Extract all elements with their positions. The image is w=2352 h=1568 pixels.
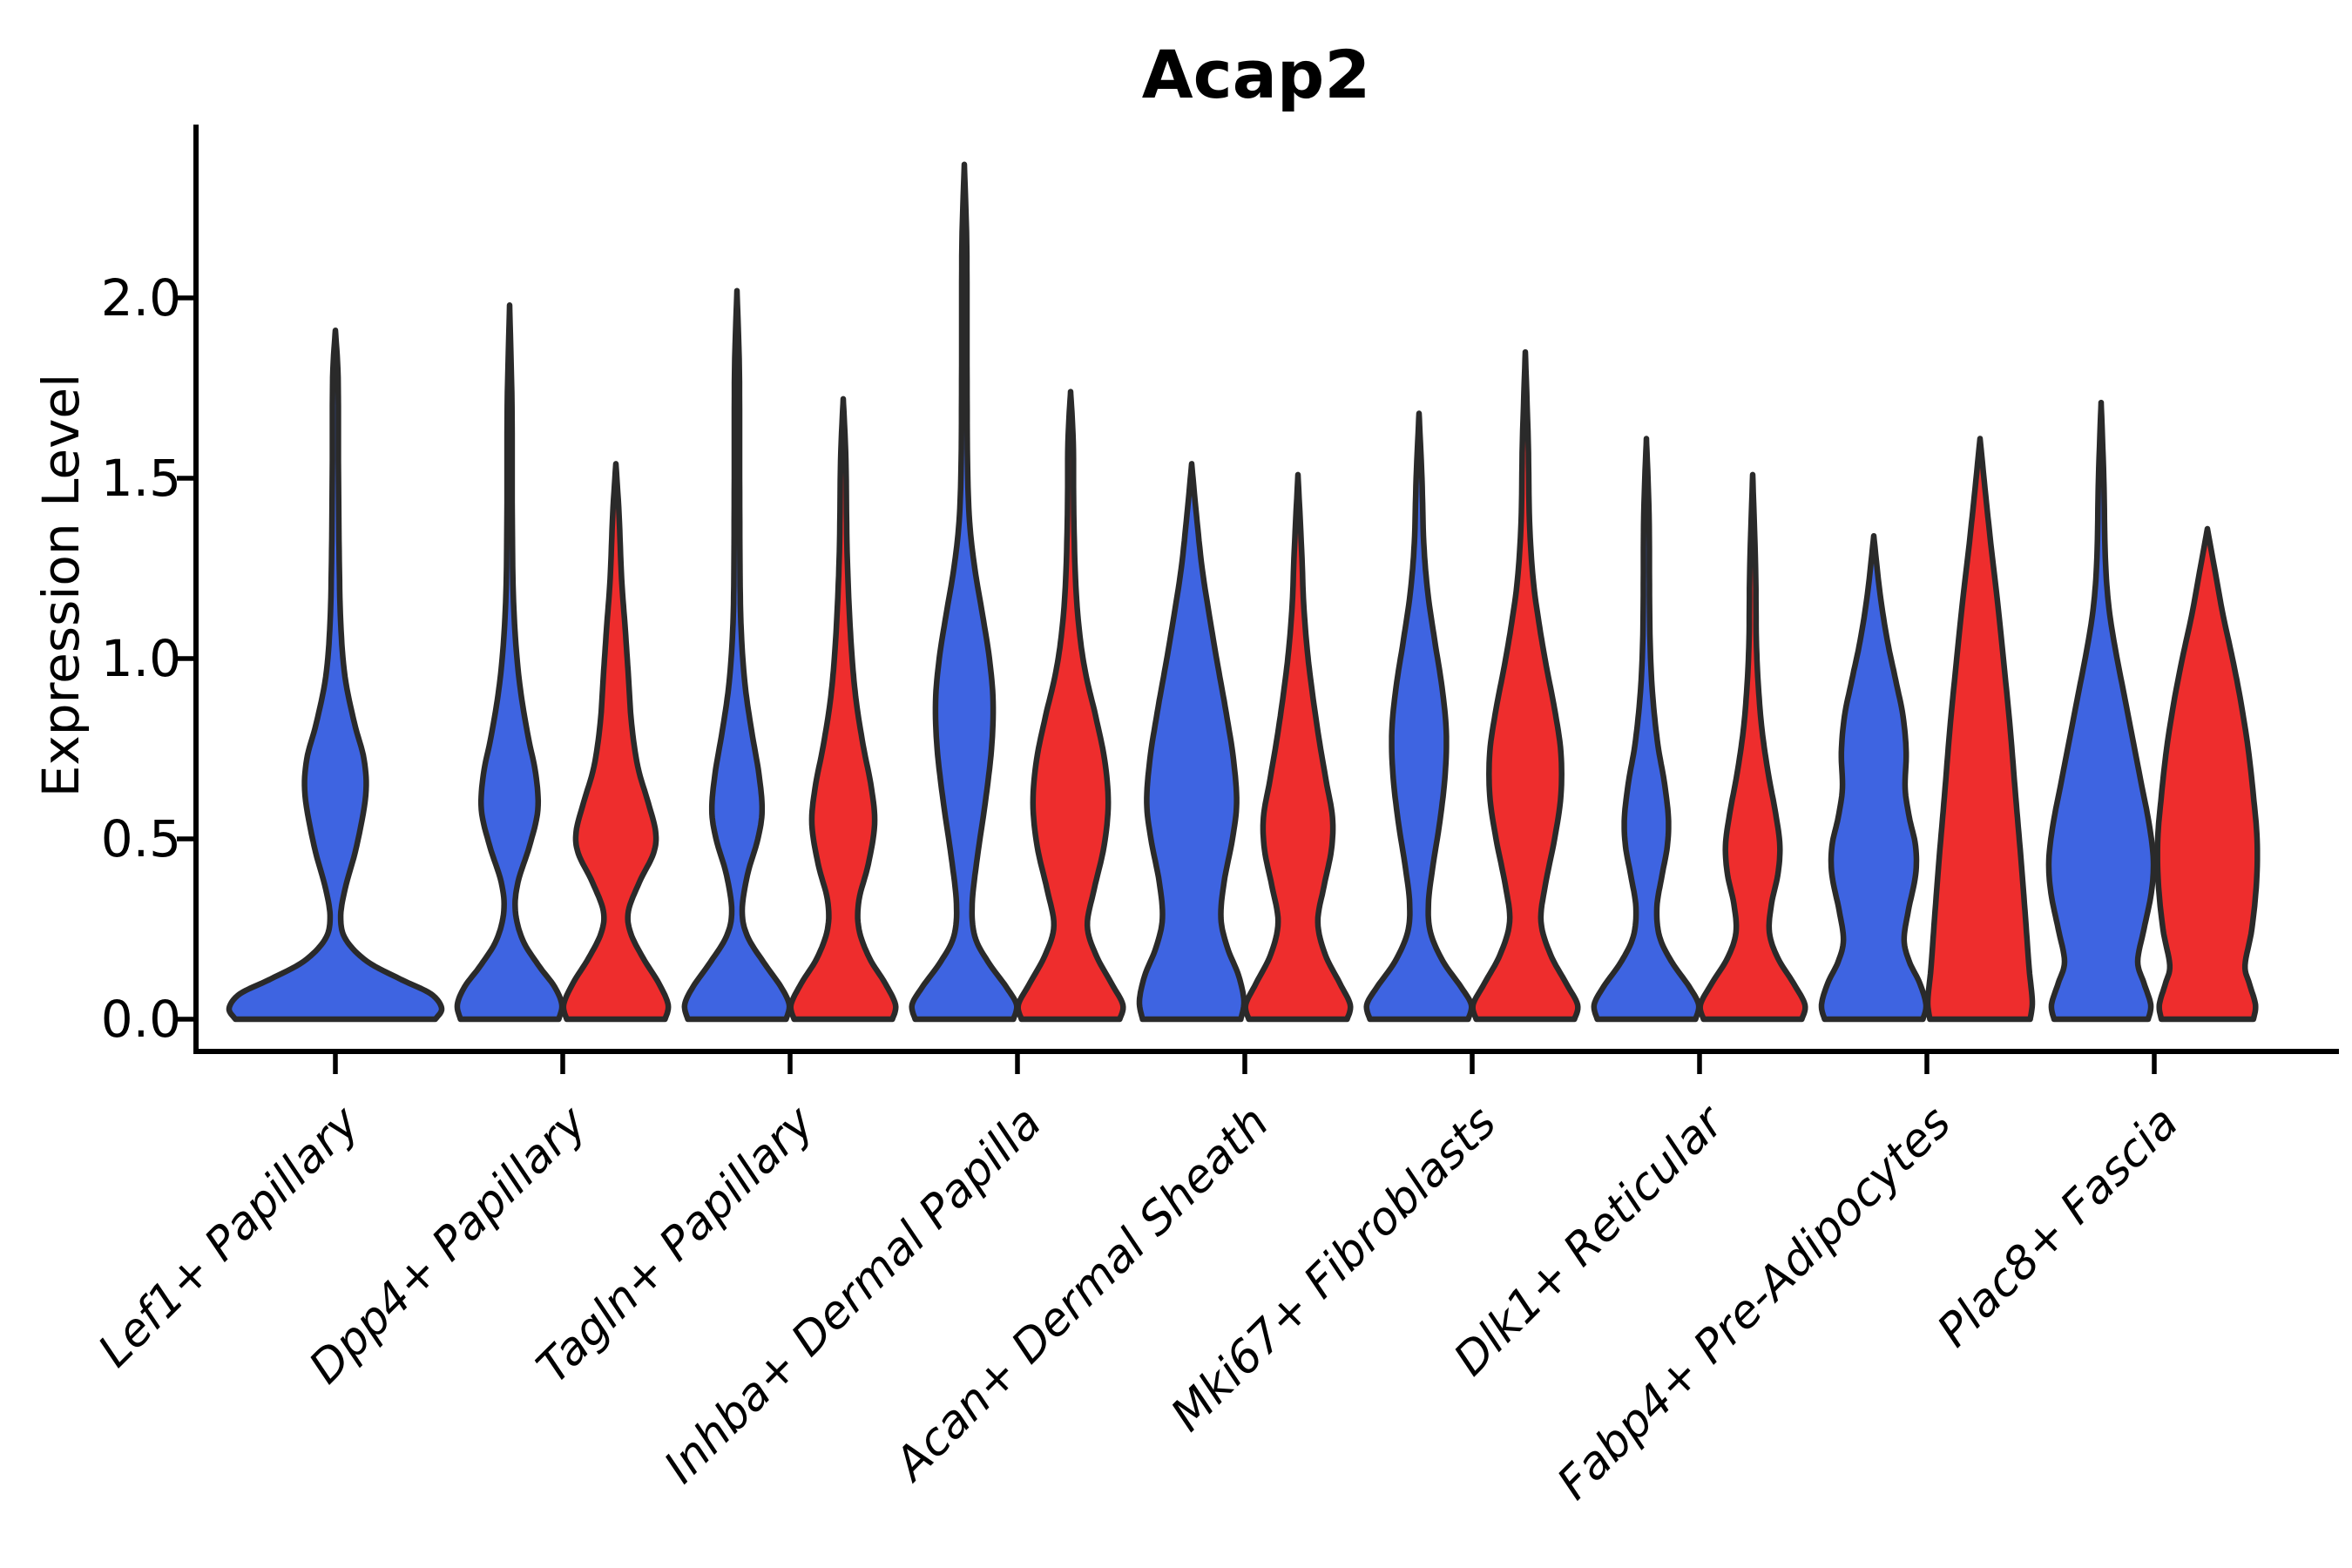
y-tick-label: 1.0 bbox=[101, 629, 181, 688]
violin-blue-fabp4-pre-adipocytes bbox=[1818, 532, 1930, 1023]
violin-blue-lef1-papillary bbox=[226, 328, 445, 1023]
chart-title: Acap2 bbox=[1142, 36, 1370, 113]
y-tick-label: 0.5 bbox=[101, 809, 181, 868]
violin-red-fabp4-pre-adipocytes bbox=[1924, 436, 2036, 1023]
violins-layer bbox=[226, 161, 2261, 1023]
y-axis-label: Expression Level bbox=[31, 374, 91, 797]
violin-red-tagln-papillary bbox=[787, 395, 899, 1023]
y-tick-label: 1.5 bbox=[101, 449, 181, 508]
violin-red-mki67-fibroblasts bbox=[1470, 348, 1581, 1023]
y-tick-label: 0.0 bbox=[101, 990, 181, 1049]
violin-blue-inhba-dermal-papilla bbox=[909, 161, 1020, 1023]
violin-red-acan-dermal-sheath bbox=[1242, 471, 1354, 1023]
violin-blue-plac8-fascia bbox=[2045, 399, 2157, 1023]
violin-red-plac8-fascia bbox=[2154, 525, 2261, 1023]
violin-blue-dpp4-papillary bbox=[454, 302, 565, 1023]
violin-blue-mki67-fibroblasts bbox=[1363, 410, 1475, 1023]
violin-red-dpp4-papillary bbox=[560, 461, 672, 1023]
y-tick-label: 2.0 bbox=[101, 268, 181, 328]
violin-red-dlk1-reticular bbox=[1697, 471, 1808, 1023]
violin-red-inhba-dermal-papilla bbox=[1015, 389, 1126, 1023]
x-tick-label: Acan+ Dermal Sheath bbox=[883, 1097, 1279, 1492]
violin-blue-tagln-papillary bbox=[681, 287, 793, 1023]
x-tick-label: Inhba+ Dermal Papilla bbox=[654, 1097, 1051, 1494]
violin-blue-dlk1-reticular bbox=[1591, 436, 1702, 1023]
x-tick-label: Fabp4+ Pre-Adipocytes bbox=[1548, 1097, 1962, 1511]
x-tick-label: Plac8+ Fascia bbox=[1928, 1097, 2188, 1357]
violin-blue-acan-dermal-sheath bbox=[1136, 461, 1247, 1023]
